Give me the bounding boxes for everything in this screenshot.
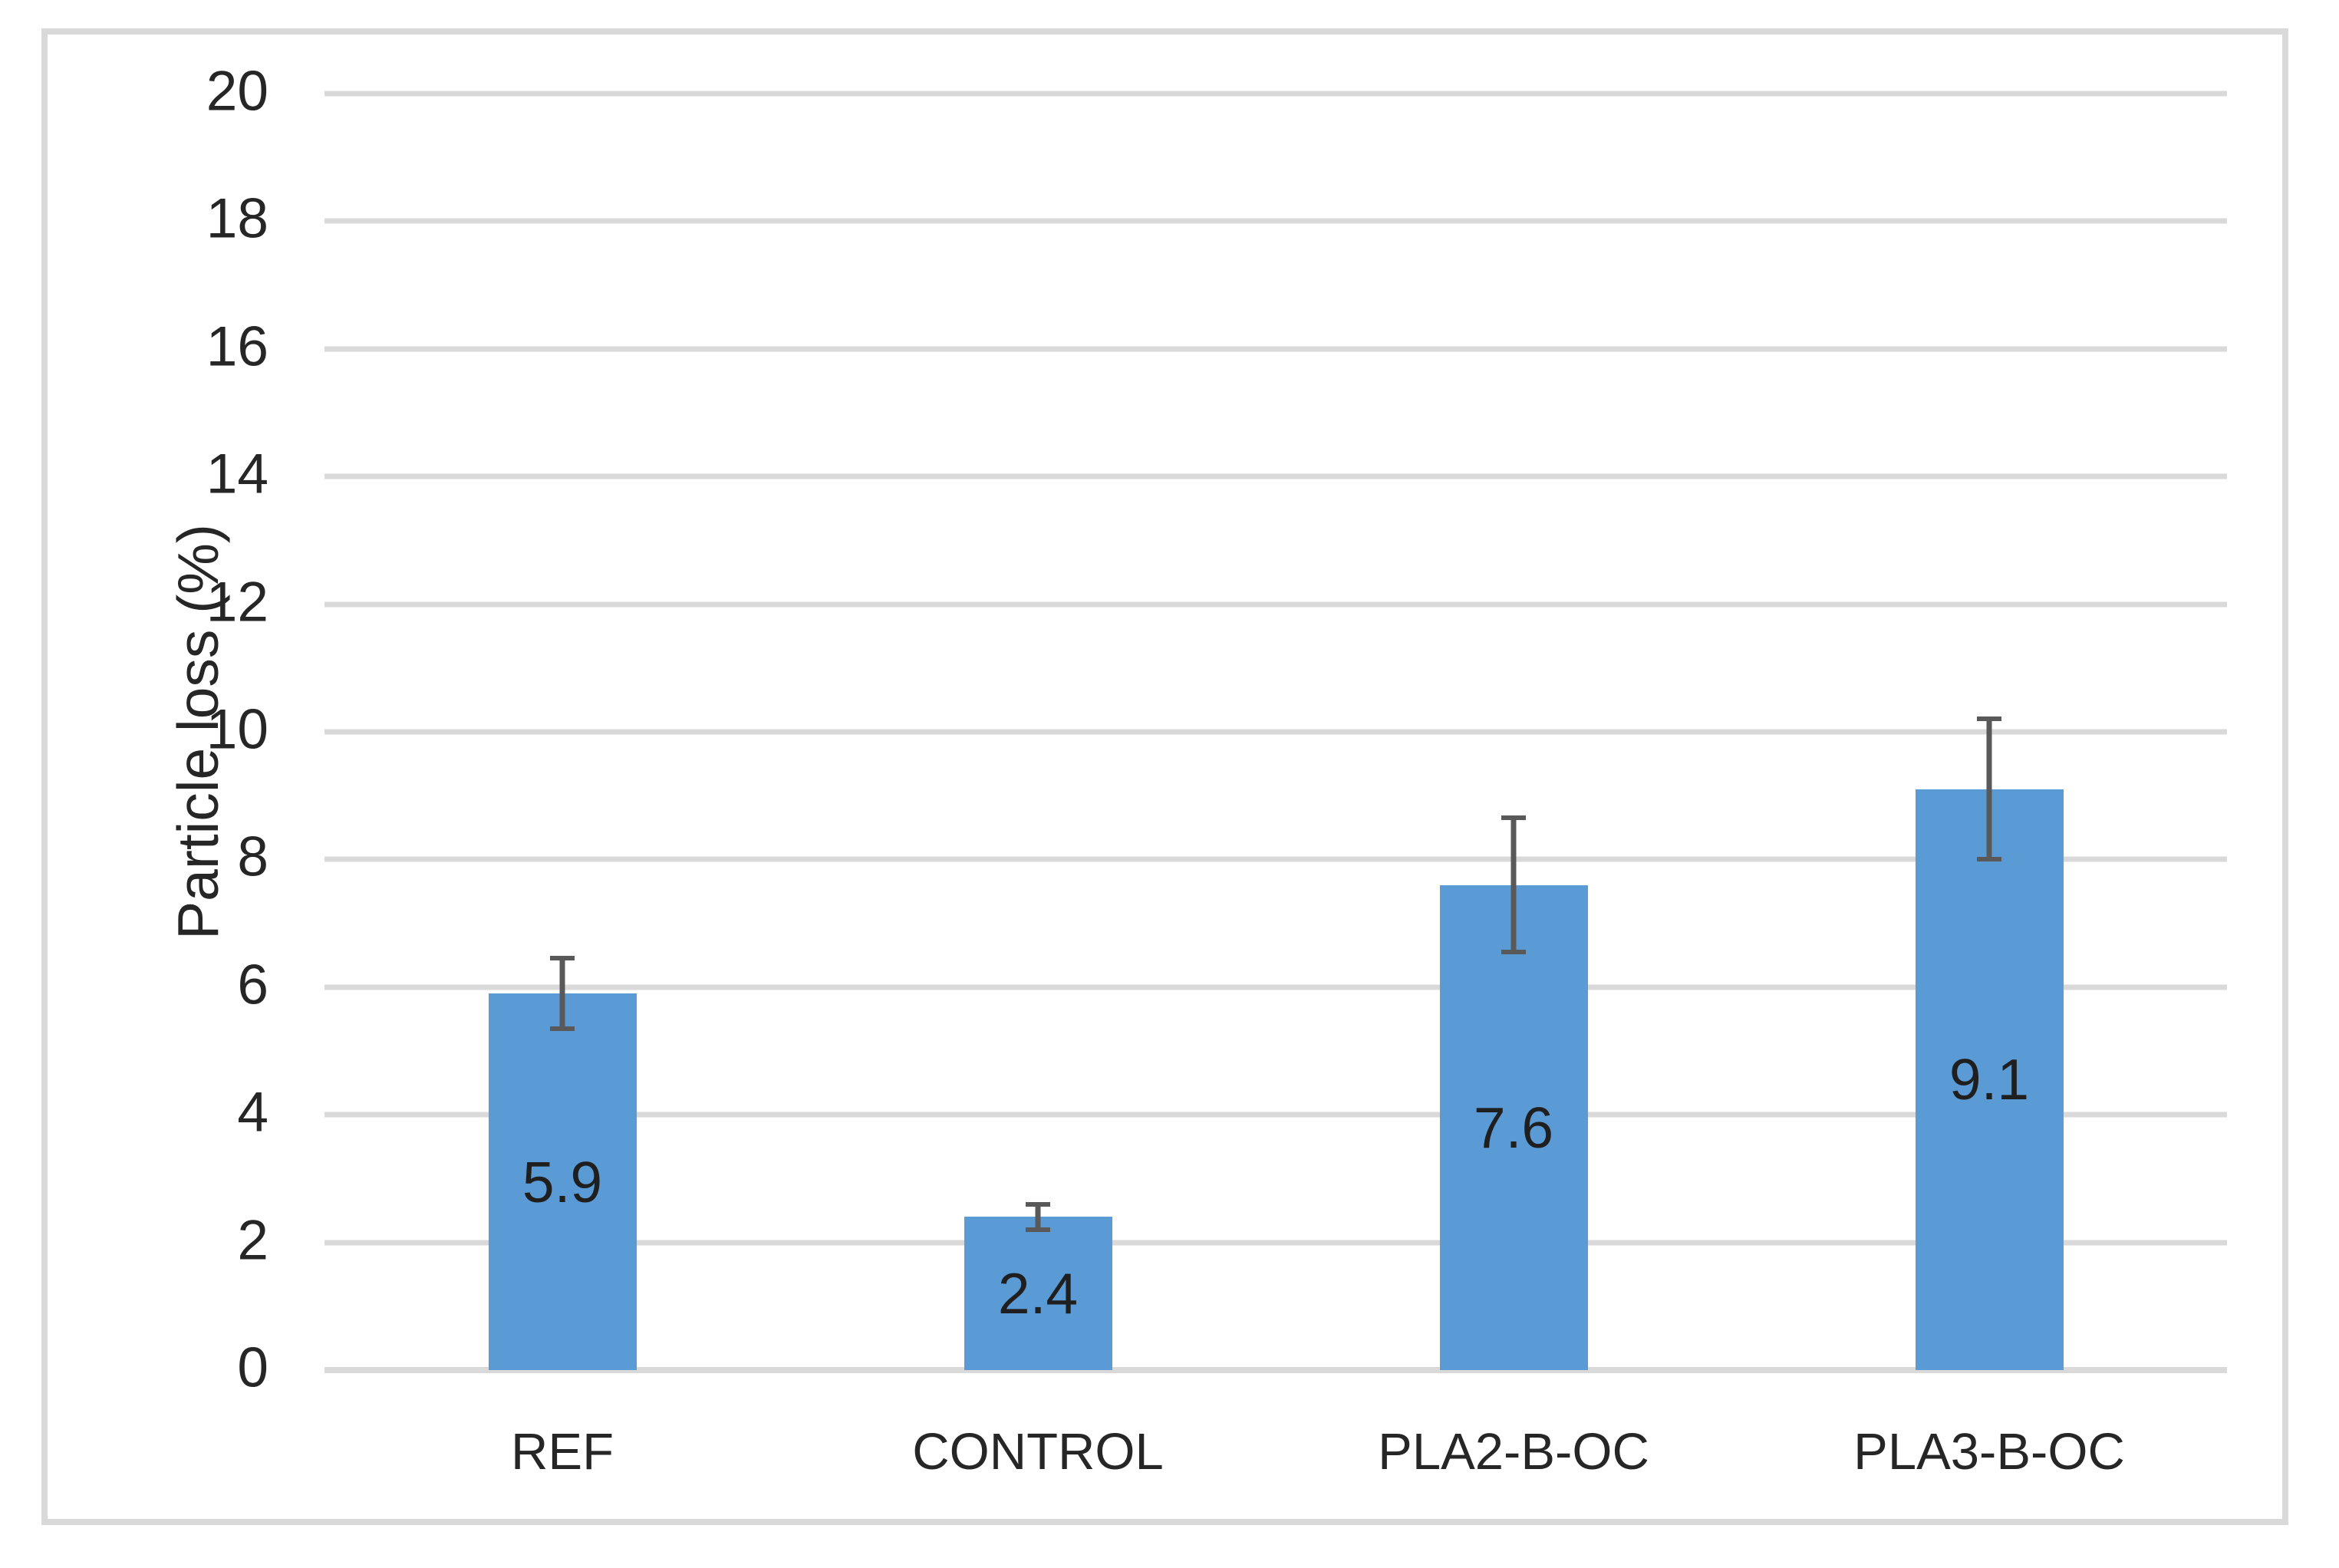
error-bar-top-cap <box>1501 815 1526 821</box>
error-bar-bottom-cap <box>1026 1227 1050 1232</box>
error-bar-top-cap <box>1977 716 2001 722</box>
error-bar-top-cap <box>1026 1201 1050 1207</box>
chart-border-frame <box>41 28 2288 1525</box>
gridline <box>324 91 2227 97</box>
bar-data-label: 2.4 <box>997 1261 1079 1326</box>
category-label-CONTROL: CONTROL <box>912 1422 1164 1481</box>
gridline <box>324 473 2227 479</box>
error-bar-bottom-cap <box>1501 950 1526 955</box>
gridline <box>324 1112 2227 1118</box>
bar-data-label: 7.6 <box>1473 1095 1554 1160</box>
y-tick-label: 14 <box>206 443 268 506</box>
gridline <box>324 984 2227 990</box>
gridline <box>324 856 2227 862</box>
error-bar-line <box>1510 818 1517 953</box>
y-tick-label: 18 <box>206 187 268 250</box>
gridline <box>324 346 2227 352</box>
error-bar-bottom-cap <box>550 1026 575 1031</box>
error-bar-line <box>1986 719 1992 860</box>
y-tick-label: 6 <box>237 954 268 1016</box>
gridline <box>324 218 2227 224</box>
error-bar-bottom-cap <box>1977 857 2001 862</box>
category-label-PLA3-B-OC: PLA3-B-OC <box>1853 1422 2125 1481</box>
y-tick-label: 16 <box>206 315 268 378</box>
error-bar-top-cap <box>550 956 575 961</box>
y-tick-label: 12 <box>206 571 268 634</box>
y-tick-label: 8 <box>237 825 268 888</box>
plot-area: 5.9 2.4 7.6 9.1 <box>324 91 2227 1373</box>
bar-PLA3-B-OC: 9.1 <box>1915 789 2064 1370</box>
bar-data-label: 5.9 <box>522 1149 603 1214</box>
y-tick-label: 4 <box>237 1081 268 1144</box>
y-tick-label: 20 <box>206 60 268 123</box>
y-tick-label: 10 <box>206 698 268 761</box>
gridline <box>324 601 2227 608</box>
error-bar-line <box>1035 1204 1041 1230</box>
bar-REF: 5.9 <box>488 993 637 1370</box>
bar-CONTROL: 2.4 <box>964 1217 1112 1370</box>
gridline <box>324 729 2227 735</box>
x-axis-line <box>324 1367 2227 1373</box>
y-tick-label: 2 <box>237 1209 268 1272</box>
error-bar-line <box>559 958 565 1029</box>
gridline <box>324 1240 2227 1246</box>
bar-PLA2-B-OC: 7.6 <box>1439 884 1588 1370</box>
category-label-REF: REF <box>511 1422 614 1481</box>
category-label-PLA2-B-OC: PLA2-B-OC <box>1378 1422 1649 1481</box>
y-tick-label: 0 <box>237 1336 268 1399</box>
bar-data-label: 9.1 <box>1949 1047 2030 1112</box>
